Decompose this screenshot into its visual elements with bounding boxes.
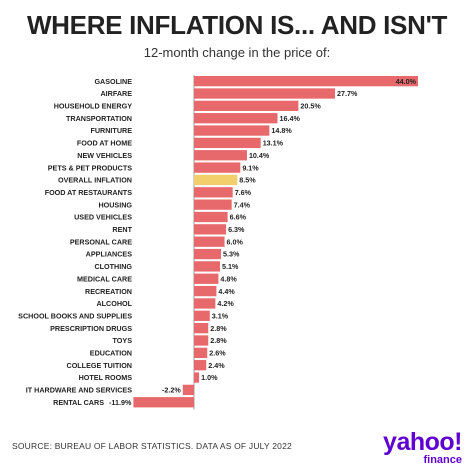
bar bbox=[194, 285, 217, 297]
category-label: PETS & PET PRODUCTS bbox=[48, 163, 132, 172]
category-label: TOYS bbox=[113, 336, 133, 345]
value-label: 2.8% bbox=[210, 324, 227, 333]
bar bbox=[194, 261, 220, 272]
value-label: 5.1% bbox=[222, 262, 239, 271]
category-label: PRESCRIPTION DRUGS bbox=[50, 324, 132, 333]
bar bbox=[194, 174, 238, 186]
category-label: FOOD AT RESTAURANTS bbox=[45, 188, 133, 197]
bar bbox=[194, 323, 209, 334]
value-label: 7.4% bbox=[234, 200, 251, 209]
category-label: SCHOOL BOOKS AND SUPPLIES bbox=[18, 311, 132, 320]
bar bbox=[194, 347, 208, 358]
chart-title: WHERE INFLATION IS... AND ISN'T bbox=[26, 10, 448, 40]
bar bbox=[194, 125, 270, 136]
bar bbox=[194, 211, 228, 223]
bar bbox=[194, 88, 336, 99]
logo-brand: yahoo! bbox=[383, 428, 462, 456]
bar bbox=[194, 310, 210, 321]
value-label: 44.0% bbox=[396, 77, 417, 86]
value-label: 27.7% bbox=[337, 89, 358, 98]
value-label: 2.4% bbox=[208, 361, 225, 370]
chart-subtitle: 12-month change in the price of: bbox=[143, 45, 331, 60]
bar bbox=[194, 162, 241, 173]
bar bbox=[194, 137, 261, 149]
value-label: 4.2% bbox=[217, 299, 234, 308]
bar bbox=[194, 248, 221, 260]
category-label: CLOTHING bbox=[94, 262, 132, 271]
category-label: AIRFARE bbox=[100, 89, 132, 98]
value-label: 9.1% bbox=[242, 163, 259, 172]
value-label: 14.8% bbox=[271, 126, 292, 135]
bar bbox=[194, 360, 207, 371]
category-label: PERSONAL CARE bbox=[70, 237, 132, 246]
bar bbox=[194, 199, 232, 210]
value-label: -2.2% bbox=[162, 386, 181, 395]
yahoo-finance-logo: yahoo! finance bbox=[372, 428, 462, 468]
category-label: RENTAL CARS bbox=[53, 398, 104, 407]
value-label: 6.0% bbox=[227, 237, 244, 246]
category-label: HOUSING bbox=[98, 200, 132, 209]
value-label: 6.3% bbox=[228, 225, 245, 234]
bar bbox=[194, 76, 418, 87]
bar bbox=[182, 384, 194, 396]
value-label: 5.3% bbox=[223, 250, 240, 259]
category-label: USED VEHICLES bbox=[74, 213, 132, 222]
value-label: 1.0% bbox=[201, 373, 218, 382]
bar bbox=[194, 335, 209, 346]
bar bbox=[194, 100, 299, 111]
category-label: ALCOHOL bbox=[96, 299, 132, 308]
value-label: 7.6% bbox=[235, 188, 252, 197]
value-label: 4.4% bbox=[218, 287, 235, 296]
logo-product: finance bbox=[423, 454, 462, 466]
source-note: SOURCE: BUREAU OF LABOR STATISTICS. DATA… bbox=[12, 441, 292, 451]
category-label: COLLEGE TUITION bbox=[67, 361, 132, 370]
category-label: FOOD AT HOME bbox=[77, 139, 132, 148]
value-label: 2.8% bbox=[210, 336, 227, 345]
category-label: NEW VEHICLES bbox=[77, 151, 132, 160]
value-label: 10.4% bbox=[249, 151, 270, 160]
category-label: HOUSEHOLD ENERGY bbox=[54, 102, 132, 111]
category-label: HOTEL ROOMS bbox=[79, 373, 133, 382]
value-label: 2.6% bbox=[209, 349, 226, 358]
category-label: OVERALL INFLATION bbox=[58, 176, 132, 185]
bar bbox=[194, 150, 247, 161]
category-label: GASOLINE bbox=[94, 77, 132, 86]
category-label: FURNITURE bbox=[90, 126, 132, 135]
value-label: 3.1% bbox=[212, 311, 229, 320]
bar bbox=[194, 236, 225, 247]
value-label: -11.9% bbox=[109, 398, 132, 407]
value-label: 8.5% bbox=[239, 176, 256, 185]
category-label: TRANSPORTATION bbox=[66, 114, 132, 123]
bar bbox=[194, 187, 233, 198]
category-label: MEDICAL CARE bbox=[77, 274, 132, 283]
category-label: RECREATION bbox=[85, 287, 132, 296]
category-label: RENT bbox=[112, 225, 132, 234]
bar bbox=[194, 113, 278, 124]
bar bbox=[194, 372, 200, 383]
bar bbox=[194, 224, 227, 235]
bar bbox=[194, 298, 216, 309]
category-label: IT HARDWARE AND SERVICES bbox=[26, 386, 132, 395]
bar bbox=[194, 273, 219, 284]
category-label: APPLIANCES bbox=[86, 250, 133, 259]
bar bbox=[133, 397, 194, 408]
value-label: 13.1% bbox=[263, 139, 284, 148]
value-label: 16.4% bbox=[279, 114, 300, 123]
value-label: 4.8% bbox=[220, 274, 237, 283]
value-label: 20.5% bbox=[300, 102, 321, 111]
value-label: 6.6% bbox=[230, 213, 247, 222]
category-label: EDUCATION bbox=[90, 349, 132, 358]
